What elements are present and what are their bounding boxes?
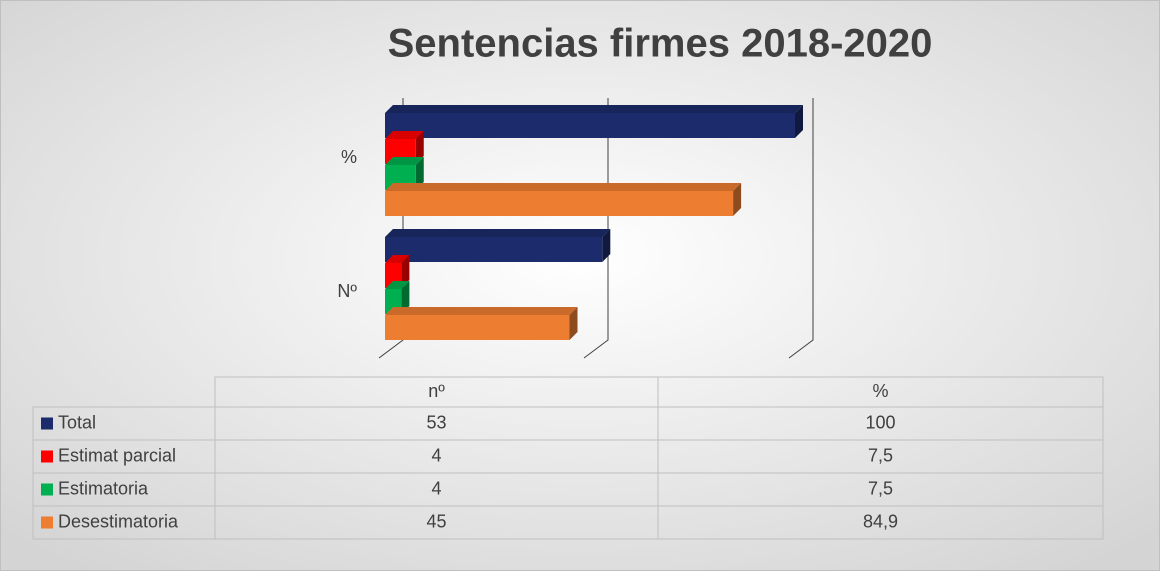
table-value: 4 (431, 478, 441, 498)
y-tick-label: Nº (337, 281, 357, 301)
bar-side (415, 157, 424, 190)
bar-top (385, 307, 578, 315)
bar-side (401, 255, 410, 288)
legend-swatch (41, 516, 53, 529)
bar-top (385, 281, 410, 289)
table-value: 100 (865, 412, 895, 432)
grid-line (788, 98, 814, 359)
table-value: 84,9 (863, 511, 898, 531)
bar (385, 237, 603, 262)
bar-side (415, 131, 424, 164)
table-header: nº (428, 381, 445, 401)
table-value: 4 (431, 445, 441, 465)
legend-label: Estimat parcial (58, 445, 176, 465)
bar (385, 315, 570, 340)
legend-label: Total (58, 412, 96, 432)
y-tick-label: % (341, 147, 357, 167)
legend-label: Estimatoria (58, 478, 149, 498)
bar-top (385, 131, 424, 139)
table-value: 7,5 (868, 478, 893, 498)
grid-line (583, 98, 609, 359)
table-value: 45 (426, 511, 446, 531)
bar-top (385, 157, 424, 165)
bar-side (569, 307, 578, 340)
legend-swatch (41, 417, 53, 430)
legend-swatch (41, 483, 53, 496)
legend-swatch (41, 450, 53, 463)
legend-label: Desestimatoria (58, 511, 179, 531)
bar-side (602, 229, 611, 262)
table-value: 53 (426, 412, 446, 432)
bar (385, 191, 734, 216)
chart-title: Sentencias firmes 2018-2020 (388, 22, 933, 66)
bar-side (733, 183, 742, 216)
bar-top (385, 183, 742, 191)
bar-side (795, 105, 803, 138)
table-value: 7,5 (868, 445, 893, 465)
table-header: % (872, 381, 888, 401)
bar-top (385, 105, 803, 113)
bar-side (401, 281, 410, 314)
bar (385, 113, 795, 138)
bar-top (385, 229, 611, 237)
bar-top (385, 255, 410, 263)
